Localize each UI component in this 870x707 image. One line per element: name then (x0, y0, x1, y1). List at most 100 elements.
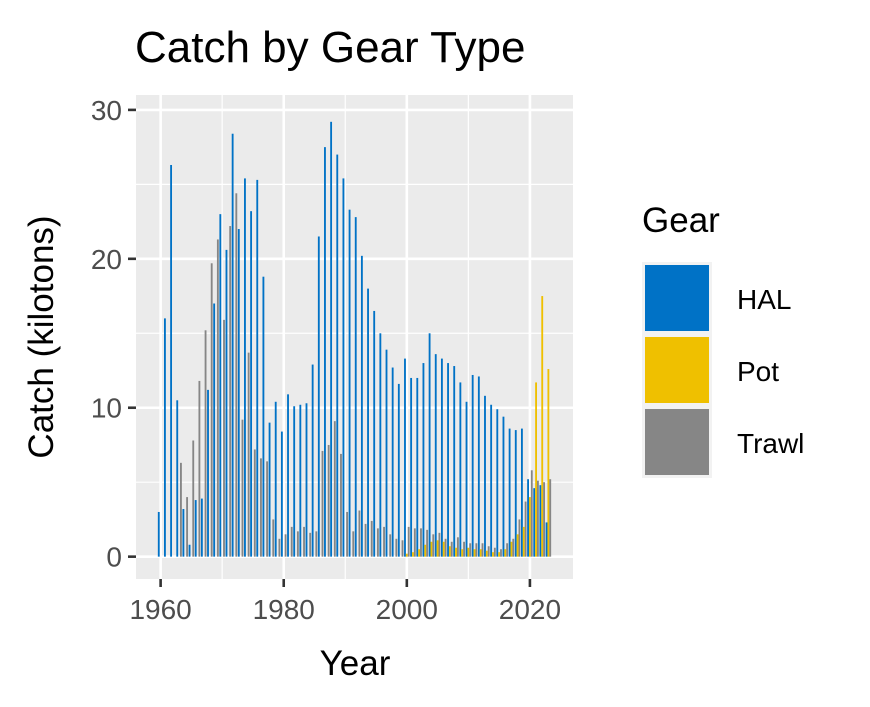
bar-hal-1970 (219, 214, 222, 557)
bar-trawl-1986 (321, 450, 324, 557)
bar-trawl-1996 (383, 526, 385, 557)
bar-trawl-1995 (376, 528, 379, 557)
bar-hal-2019 (520, 428, 523, 557)
bar-hal-1964 (182, 509, 185, 557)
bar-trawl-2007 (450, 541, 453, 557)
bar-pot-2001 (412, 552, 414, 557)
bar-pot-2019 (522, 526, 525, 557)
bar-hal-1965 (188, 544, 191, 557)
bar-trawl-1976 (260, 458, 262, 557)
y-tick-label: 10 (91, 393, 122, 424)
bar-trawl-2019 (524, 501, 527, 557)
bar-trawl-1997 (389, 534, 392, 557)
bar-trawl-2022 (543, 482, 545, 557)
bar-hal-1975 (250, 211, 253, 557)
bar-trawl-2013 (487, 546, 490, 557)
bar-hal-1993 (360, 255, 363, 557)
bar-hal-1960 (157, 511, 160, 557)
bar-hal-2010 (465, 401, 468, 557)
bar-pot-2002 (418, 549, 421, 557)
bar-hal-1995 (373, 310, 376, 557)
bar-pot-2023 (547, 369, 550, 557)
x-axis-label: Year (320, 644, 391, 683)
bar-hal-1986 (317, 236, 320, 557)
bar-hal-1992 (354, 217, 357, 557)
bar-hal-2017 (508, 428, 511, 557)
bar-hal-2015 (496, 409, 499, 557)
bar-hal-1980 (280, 431, 283, 557)
bar-trawl-1970 (223, 319, 225, 557)
bar-hal-2003 (422, 363, 425, 557)
bar-hal-1996 (379, 333, 382, 557)
bar-hal-2001 (410, 377, 413, 557)
x-tick-label: 2020 (499, 594, 561, 625)
bar-hal-2005 (434, 354, 437, 557)
bar-pot-2017 (510, 541, 513, 557)
bar-hal-2023 (545, 522, 548, 557)
bar-pot-2007 (448, 546, 451, 557)
bar-trawl-1999 (401, 540, 404, 557)
bar-trawl-2009 (463, 541, 465, 557)
bar-hal-1961 (164, 318, 166, 557)
bar-trawl-2021 (536, 480, 539, 557)
bar-hal-1987 (324, 147, 326, 557)
bar-trawl-1977 (266, 461, 269, 557)
bar-trawl-1972 (235, 193, 238, 557)
bar-trawl-1975 (253, 449, 256, 557)
bar-trawl-2011 (475, 543, 478, 557)
y-tick-label: 20 (91, 244, 122, 275)
bar-trawl-2002 (420, 528, 422, 557)
bar-pot-2000 (405, 553, 408, 557)
bar-trawl-1965 (192, 440, 195, 557)
bar-trawl-1969 (216, 239, 219, 557)
bar-trawl-2020 (530, 470, 533, 557)
bar-pot-2016 (504, 549, 507, 557)
bar-trawl-1988 (333, 421, 336, 557)
bar-hal-1983 (299, 404, 302, 557)
bar-pot-2004 (430, 541, 433, 557)
bar-hal-2009 (459, 382, 462, 557)
bar-trawl-1980 (284, 534, 287, 557)
bar-pot-2013 (485, 550, 488, 557)
bar-hal-2022 (539, 485, 542, 557)
bar-hal-2016 (502, 416, 505, 557)
x-tick-label: 1960 (129, 594, 191, 625)
x-tick-label: 1980 (253, 594, 315, 625)
bar-trawl-1984 (309, 532, 312, 557)
bar-hal-2020 (527, 479, 529, 557)
bar-hal-1989 (336, 154, 339, 557)
bar-hal-2021 (533, 488, 536, 557)
bar-hal-1971 (225, 249, 228, 557)
bar-trawl-2018 (518, 519, 521, 557)
bar-hal-2002 (416, 377, 419, 557)
bar-hal-2018 (514, 430, 517, 557)
y-tick-label: 30 (91, 95, 122, 126)
bars-layer (157, 121, 552, 557)
bar-trawl-1990 (346, 511, 349, 557)
bar-pot-2006 (442, 541, 445, 557)
legend-key-hal (645, 265, 709, 331)
bar-pot-2010 (467, 547, 470, 557)
bar-trawl-1973 (241, 419, 244, 557)
bar-hal-1979 (274, 401, 277, 557)
bar-trawl-1968 (210, 263, 213, 557)
bar-trawl-2023 (549, 479, 552, 557)
bar-trawl-2005 (438, 532, 441, 557)
bar-hal-1988 (330, 121, 333, 557)
bar-trawl-2008 (456, 537, 459, 557)
bar-hal-1994 (367, 288, 369, 557)
bar-trawl-2004 (432, 534, 435, 557)
bar-trawl-2016 (506, 543, 509, 557)
bar-trawl-1981 (290, 526, 293, 557)
bar-pot-2020 (528, 497, 531, 557)
legend-label-pot: Pot (737, 356, 779, 387)
bar-hal-1984 (305, 403, 308, 557)
bar-hal-1985 (311, 364, 314, 557)
bar-hal-1977 (262, 276, 265, 557)
bar-trawl-2014 (493, 547, 496, 557)
bar-hal-1973 (237, 229, 240, 557)
bar-hal-2011 (471, 374, 474, 557)
bar-pot-2014 (492, 552, 494, 557)
bar-hal-1978 (268, 422, 271, 557)
bar-trawl-1982 (296, 531, 299, 557)
